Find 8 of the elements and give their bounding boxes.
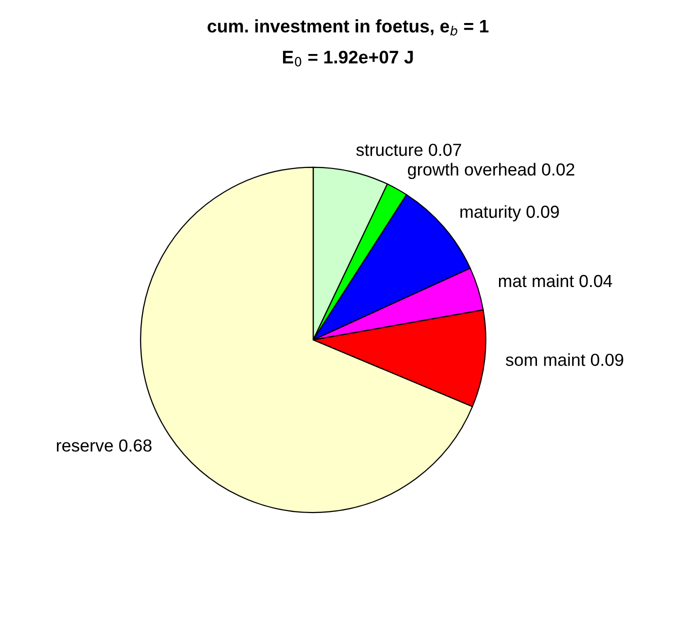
- slice-label: structure 0.07: [356, 144, 462, 156]
- chart-subtitle: E$_{0}$ = 1.92e+07 J: [283, 50, 413, 66]
- slice-label: som maint 0.09: [506, 353, 624, 366]
- slice-label: mat maint 0.04: [498, 274, 612, 288]
- chart-title: cum. investment in foetus, e$_{b}$ = 1: [208, 19, 488, 36]
- slice-label: reserve 0.68: [56, 439, 152, 452]
- slice-label: maturity 0.09: [460, 205, 559, 222]
- slice-label: growth overhead 0.02: [408, 162, 574, 180]
